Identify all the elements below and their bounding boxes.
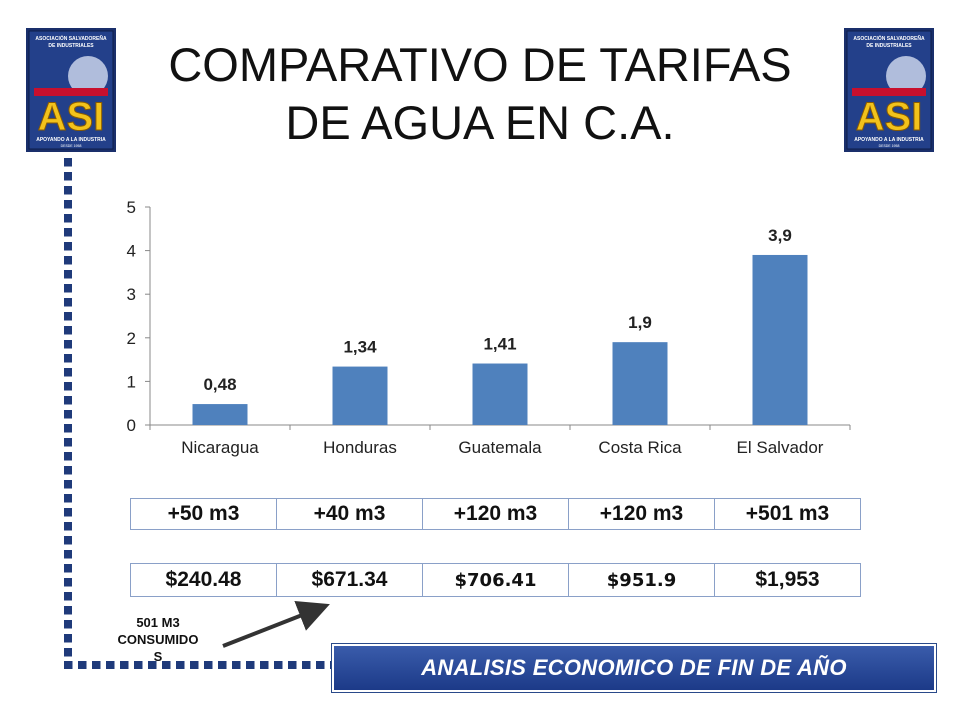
logo-mark: ASI [856, 95, 923, 139]
note-line-2: CONSUMIDO [117, 632, 199, 647]
logo-bottom-text: APOYANDO A LA INDUSTRIA [854, 137, 924, 143]
footer-banner: ANALISIS ECONOMICO DE FIN DE AÑO [332, 644, 936, 692]
logo-bottom-text: APOYANDO A LA INDUSTRIA [36, 137, 106, 143]
consumption-note: 501 M3 CONSUMIDO S [98, 614, 218, 665]
title-line-1: COMPARATIVO DE TARIFAS [168, 38, 792, 91]
slide-title: COMPARATIVO DE TARIFAS DE AGUA EN C.A. [130, 36, 830, 152]
y-tick-label: 2 [127, 329, 136, 348]
title-line-2: DE AGUA EN C.A. [285, 96, 675, 149]
cost-cell: $1,953 [714, 563, 861, 597]
bar [192, 404, 248, 425]
asi-logo-left: ASOCIACIÓN SALVADOREÑA DE INDUSTRIALES A… [26, 28, 116, 152]
logo-top-text-1: ASOCIACIÓN SALVADOREÑA [35, 34, 107, 42]
bar [332, 366, 388, 425]
consumption-cell: +120 m3 [422, 498, 569, 530]
logo-top-text-1: ASOCIACIÓN SALVADOREÑA [853, 34, 925, 42]
table-row: +50 m3 +40 m3 +120 m3 +120 m3 +501 m3 [130, 498, 861, 530]
cost-cell: $240.48 [130, 563, 277, 597]
bar [612, 342, 668, 425]
cost-table: $240.48 $671.34 $706.41 $951.9 $1,953 [130, 563, 861, 597]
x-tick-label: Honduras [323, 438, 397, 457]
y-tick-label: 4 [127, 242, 136, 261]
y-tick-label: 1 [127, 372, 136, 391]
consumption-cell: +501 m3 [714, 498, 861, 530]
data-label: 3,9 [768, 226, 792, 245]
y-tick-label: 5 [127, 198, 136, 217]
x-tick-label: Nicaragua [181, 438, 259, 457]
logo-top-text-2: DE INDUSTRIALES [48, 43, 94, 49]
cost-cell: $951.9 [568, 563, 715, 597]
consumption-cell: +120 m3 [568, 498, 715, 530]
table-row: $240.48 $671.34 $706.41 $951.9 $1,953 [130, 563, 861, 597]
cost-cell: $706.41 [422, 563, 569, 597]
arrow-icon [222, 600, 330, 648]
data-label: 1,9 [628, 313, 652, 332]
consumption-cell: +40 m3 [276, 498, 423, 530]
y-tick-label: 0 [127, 416, 136, 435]
data-label: 1,41 [483, 335, 516, 354]
bar [752, 254, 808, 425]
data-label: 1,34 [343, 338, 377, 357]
tariff-bar-chart: 0 1 2 3 4 5 0,48 Nicaragua 1,34 Honduras 1,41 Guate… [127, 198, 851, 457]
dotted-border-vertical [64, 158, 72, 666]
consumption-table: +50 m3 +40 m3 +120 m3 +120 m3 +501 m3 [130, 498, 861, 530]
note-line-1: 501 M3 [136, 615, 180, 630]
banner-text: ANALISIS ECONOMICO DE FIN DE AÑO [421, 655, 847, 680]
x-tick-label: El Salvador [737, 438, 824, 457]
note-line-3: S [153, 649, 163, 664]
data-label: 0,48 [203, 375, 236, 394]
dotted-border-horizontal [64, 661, 334, 669]
x-tick-label: Guatemala [458, 438, 542, 457]
logo-top-text-2: DE INDUSTRIALES [866, 43, 912, 49]
bar [472, 363, 528, 425]
y-tick-label: 3 [127, 285, 136, 304]
logo-since: DESDE 1958 [61, 144, 82, 148]
asi-logo-right: ASOCIACIÓN SALVADOREÑA DE INDUSTRIALES A… [844, 28, 934, 152]
logo-since: DESDE 1958 [879, 144, 900, 148]
consumption-cell: +50 m3 [130, 498, 277, 530]
logo-mark: ASI [38, 95, 105, 139]
cost-cell: $671.34 [276, 563, 423, 597]
x-tick-label: Costa Rica [598, 438, 682, 457]
